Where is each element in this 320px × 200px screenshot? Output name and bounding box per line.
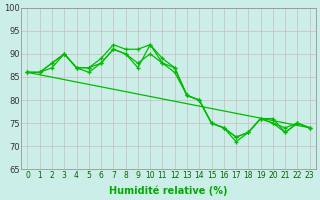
X-axis label: Humidité relative (%): Humidité relative (%): [109, 185, 228, 196]
